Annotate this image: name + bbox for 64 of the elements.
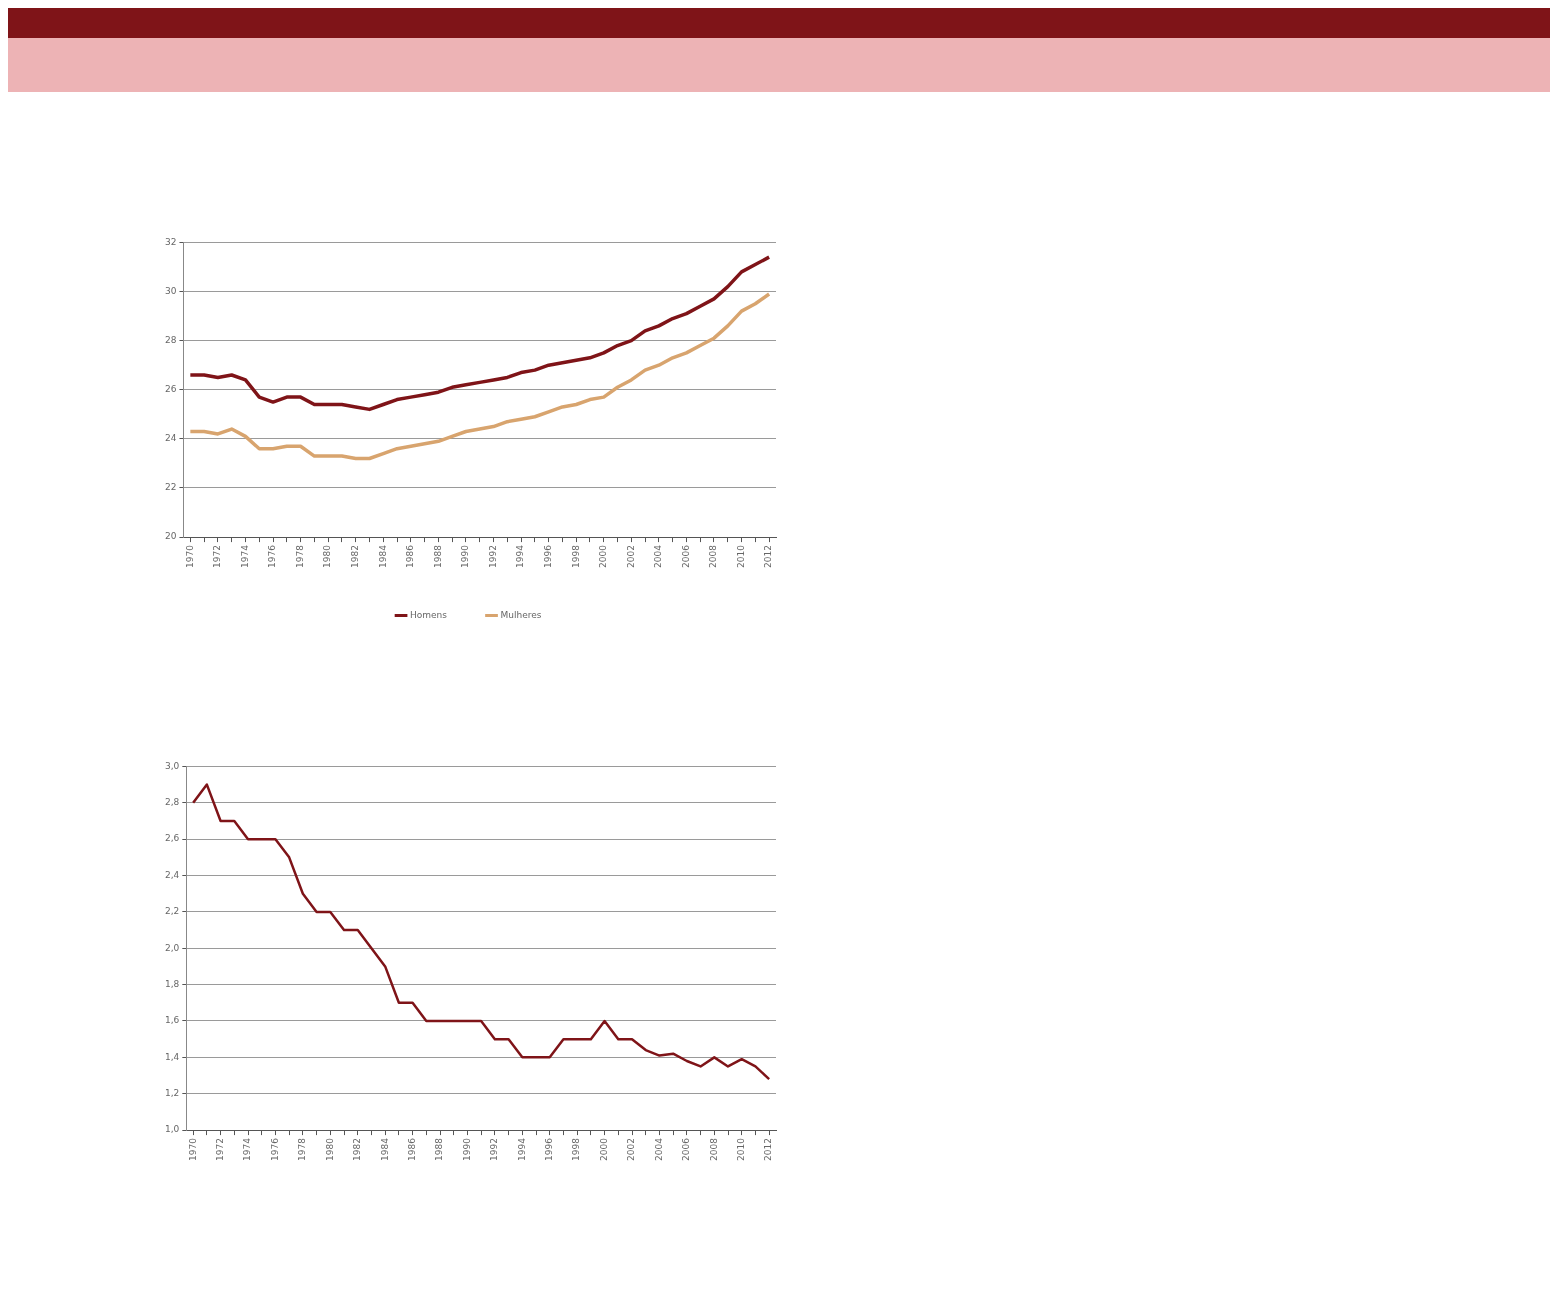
y-tick-label: 1,8 [164, 978, 180, 989]
x-tick-label: 2008 [708, 544, 719, 568]
x-tick-label: 1972 [214, 1138, 225, 1161]
legend-label: Homens [410, 609, 448, 620]
x-tick-label: 1976 [269, 1137, 280, 1161]
x-tick-label: 1998 [570, 544, 581, 568]
y-tick-label: 1,2 [164, 1088, 180, 1099]
y-tick-label: 1,6 [164, 1015, 180, 1026]
x-tick-label: 1998 [571, 1137, 582, 1161]
x-tick-label: 2000 [598, 1137, 609, 1161]
x-tick-label: 1974 [239, 544, 250, 568]
x-tick-label: 1994 [516, 1137, 527, 1161]
x-tick-label: 1982 [350, 545, 361, 568]
y-tick-label: 2,6 [164, 833, 180, 844]
y-tick-label: 1,0 [164, 1124, 180, 1135]
x-tick-label: 1986 [406, 1137, 417, 1161]
x-tick-label: 1972 [212, 545, 223, 568]
x-tick-label: 1978 [294, 544, 305, 568]
x-tick-label: 1992 [489, 1138, 500, 1161]
x-tick-label: 2000 [598, 544, 609, 568]
x-tick-label: 2012 [763, 545, 774, 568]
y-tick-label: 2,2 [164, 906, 180, 917]
x-tick-label: 1980 [322, 544, 333, 568]
x-tick-label: 2012 [763, 1138, 774, 1161]
y-tick-label: 24 [165, 433, 177, 444]
x-tick-label: 1996 [544, 1137, 555, 1161]
x-tick-label: 1978 [297, 1137, 308, 1161]
x-tick-label: 2010 [736, 1137, 747, 1161]
y-tick-label: 30 [165, 285, 177, 296]
y-tick-label: 22 [165, 482, 177, 493]
y-tick-label: 26 [165, 384, 177, 395]
x-tick-label: 1974 [242, 1137, 253, 1161]
x-tick-label: 1970 [184, 544, 195, 568]
x-tick-label: 1992 [487, 545, 498, 568]
legend-label: Mulheres [500, 609, 542, 620]
x-tick-label: 2004 [653, 1137, 664, 1161]
x-tick-label: 1990 [460, 544, 471, 568]
x-tick-label: 1980 [324, 1137, 335, 1161]
x-tick-label: 2004 [653, 544, 664, 568]
x-tick-label: 1990 [461, 1137, 472, 1161]
x-tick-label: 1988 [432, 544, 443, 568]
y-tick-label: 20 [165, 531, 177, 542]
x-tick-label: 1984 [379, 1137, 390, 1161]
x-tick-label: 2008 [708, 1137, 719, 1161]
x-tick-label: 1976 [267, 544, 278, 568]
x-tick-label: 2006 [681, 1137, 692, 1161]
x-tick-label: 1996 [542, 544, 553, 568]
x-tick-label: 2010 [735, 544, 746, 568]
x-tick-label: 1994 [515, 544, 526, 568]
x-tick-label: 1982 [352, 1138, 363, 1161]
x-tick-label: 2002 [626, 1138, 637, 1161]
y-tick-label: 3,0 [164, 760, 180, 771]
y-tick-label: 2,8 [164, 797, 180, 808]
x-tick-label: 1970 [187, 1137, 198, 1161]
x-tick-label: 1988 [434, 1137, 445, 1161]
x-tick-label: 2006 [680, 544, 691, 568]
y-tick-label: 2,0 [164, 942, 180, 953]
x-tick-label: 2002 [625, 545, 636, 568]
y-tick-label: 1,4 [164, 1051, 180, 1062]
y-tick-label: 32 [165, 236, 177, 247]
x-tick-label: 1984 [377, 544, 388, 568]
y-tick-label: 2,4 [164, 869, 180, 880]
x-tick-label: 1986 [405, 544, 416, 568]
y-tick-label: 28 [165, 334, 177, 345]
